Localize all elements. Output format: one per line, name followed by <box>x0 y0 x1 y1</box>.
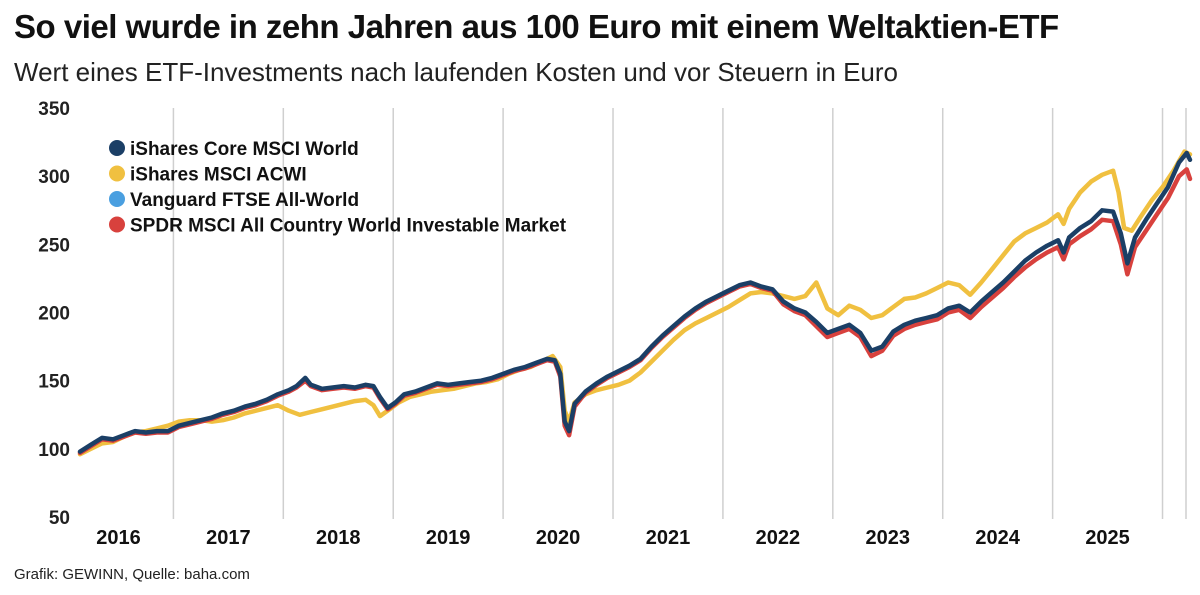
x-tick-label-2024: 2024 <box>975 527 1020 549</box>
x-tick-label-2017: 2017 <box>206 527 251 549</box>
series-line-1 <box>77 150 1193 454</box>
x-tick-label-2016: 2016 <box>96 527 141 549</box>
y-tick-label: 50 <box>49 508 70 529</box>
y-axis: 50 100 150 200 250 300 350 <box>38 99 70 529</box>
x-tick-label-2021: 2021 <box>646 527 691 549</box>
x-tick-label-2018: 2018 <box>316 527 361 549</box>
y-tick-label: 100 <box>38 440 70 461</box>
y-tick-label: 300 <box>38 167 70 188</box>
legend-label-3: Vanguard FTSE All-World <box>130 190 359 211</box>
legend-marker-4 <box>109 216 125 233</box>
legend-marker-2 <box>109 165 125 182</box>
x-tick-label-2019: 2019 <box>426 527 471 549</box>
series-line-2 <box>77 149 1193 457</box>
legend-marker-3 <box>109 191 125 207</box>
legend-label-2: iShares MSCI ACWI <box>130 165 307 186</box>
chart-subtitle: Wert eines ETF-Investments nach laufende… <box>14 57 898 87</box>
y-tick-label: 350 <box>38 99 70 120</box>
grid-lines <box>172 108 1187 519</box>
y-tick-label: 200 <box>38 304 70 325</box>
series-lines <box>77 149 1193 457</box>
y-tick-label: 250 <box>38 235 70 256</box>
chart-title: So viel wurde in zehn Jahren aus 100 Eur… <box>14 8 1059 45</box>
legend-marker-1 <box>109 140 125 156</box>
series-line-4 <box>77 167 1193 456</box>
x-tick-label-2023: 2023 <box>866 527 911 549</box>
x-tick-label-2025: 2025 <box>1085 527 1130 549</box>
legend: iShares Core MSCI World iShares MSCI ACWI… <box>109 139 567 237</box>
legend-label-1: iShares Core MSCI World <box>130 139 359 160</box>
legend-label-4: SPDR MSCI All Country World Investable M… <box>130 216 567 237</box>
x-axis: 2016 2017 2018 2019 2020 2021 2022 2023 2024 2025 <box>96 527 1130 549</box>
y-tick-label: 150 <box>38 372 70 393</box>
source-note: Grafik: GEWINN, Quelle: baha.com <box>14 566 250 583</box>
x-tick-label-2020: 2020 <box>536 527 581 549</box>
x-tick-label-2022: 2022 <box>756 527 801 549</box>
